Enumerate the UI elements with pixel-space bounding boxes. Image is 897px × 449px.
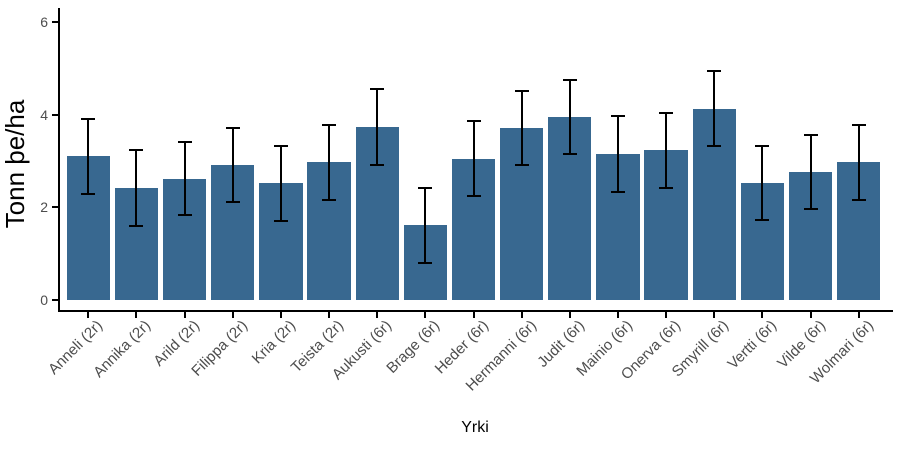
error-bar-cap-top <box>225 126 240 129</box>
error-bar-cap-top <box>81 117 96 120</box>
error-bar-line <box>761 146 764 221</box>
error-bar-cap-top <box>322 123 337 126</box>
x-tick <box>568 312 571 318</box>
x-tick <box>231 312 234 318</box>
error-bar-line <box>231 127 234 202</box>
error-bar-cap-bottom <box>514 163 529 166</box>
error-bar-cap-bottom <box>370 164 385 167</box>
error-bar-cap-bottom <box>81 193 96 196</box>
error-bar-cap-top <box>562 79 577 82</box>
error-bar-line <box>87 118 90 195</box>
error-bar-cap-bottom <box>129 224 144 227</box>
x-tick <box>472 312 475 318</box>
x-tick <box>665 312 668 318</box>
x-axis-title: Yrki <box>461 419 489 436</box>
error-bar-cap-top <box>370 88 385 91</box>
error-bar-cap-top <box>659 111 674 114</box>
error-bar-cap-bottom <box>659 186 674 189</box>
error-bar-line <box>520 90 523 165</box>
x-axis-line <box>58 310 893 312</box>
x-tick <box>761 312 764 318</box>
error-bar-cap-top <box>273 144 288 147</box>
x-tick <box>328 312 331 318</box>
error-bar-cap-bottom <box>562 153 577 156</box>
error-bar-cap-top <box>707 70 722 73</box>
error-bar-cap-top <box>755 145 770 148</box>
y-tick-label: 2 <box>40 199 48 216</box>
error-bar-line <box>328 124 331 200</box>
x-tick <box>279 312 282 318</box>
error-bar-cap-bottom <box>803 207 818 210</box>
error-bar-cap-bottom <box>610 190 625 193</box>
y-axis-title: Tonn þe/ha <box>0 99 30 229</box>
error-bar-line <box>568 80 571 155</box>
x-tick <box>857 312 860 318</box>
y-tick <box>52 206 58 209</box>
error-bar-cap-bottom <box>707 145 722 148</box>
y-tick-label: 4 <box>40 106 48 123</box>
error-bar-cap-top <box>610 114 625 117</box>
error-bar-cap-bottom <box>273 219 288 222</box>
x-tick <box>424 312 427 318</box>
error-bar-cap-bottom <box>466 195 481 198</box>
y-tick <box>52 113 58 116</box>
x-tick <box>135 312 138 318</box>
error-bar-cap-top <box>851 123 866 126</box>
error-bar-cap-top <box>466 120 481 123</box>
error-bar-cap-top <box>418 186 433 189</box>
x-tick <box>713 312 716 318</box>
x-tick <box>183 312 186 318</box>
error-bar-cap-bottom <box>851 198 866 201</box>
error-bar-cap-top <box>129 148 144 151</box>
error-bar-cap-bottom <box>225 200 240 203</box>
error-bar-cap-bottom <box>322 198 337 201</box>
error-bar-line <box>713 71 716 147</box>
error-bar-line <box>135 149 138 226</box>
error-bar-cap-top <box>177 141 192 144</box>
error-bar-line <box>809 134 812 209</box>
error-bar-line <box>616 115 619 192</box>
error-bar-line <box>279 145 282 221</box>
x-tick <box>809 312 812 318</box>
x-tick <box>376 312 379 318</box>
y-tick <box>52 21 58 24</box>
y-tick-label: 6 <box>40 14 48 31</box>
error-bar-line <box>376 89 379 166</box>
y-axis-line <box>58 8 60 312</box>
error-bar-cap-top <box>514 89 529 92</box>
x-tick <box>87 312 90 318</box>
y-tick <box>52 299 58 301</box>
error-bar-cap-bottom <box>177 214 192 217</box>
error-bar-line <box>424 187 427 263</box>
error-bar-line <box>183 142 186 216</box>
y-tick-label: 0 <box>40 292 48 308</box>
error-bar-line <box>857 124 860 200</box>
error-bar-cap-bottom <box>755 219 770 222</box>
x-tick <box>616 312 619 318</box>
error-bar-cap-bottom <box>418 261 433 264</box>
x-tick <box>520 312 523 318</box>
error-bar-cap-top <box>803 133 818 136</box>
error-bar-line <box>665 112 668 188</box>
error-bar-line <box>472 121 475 197</box>
